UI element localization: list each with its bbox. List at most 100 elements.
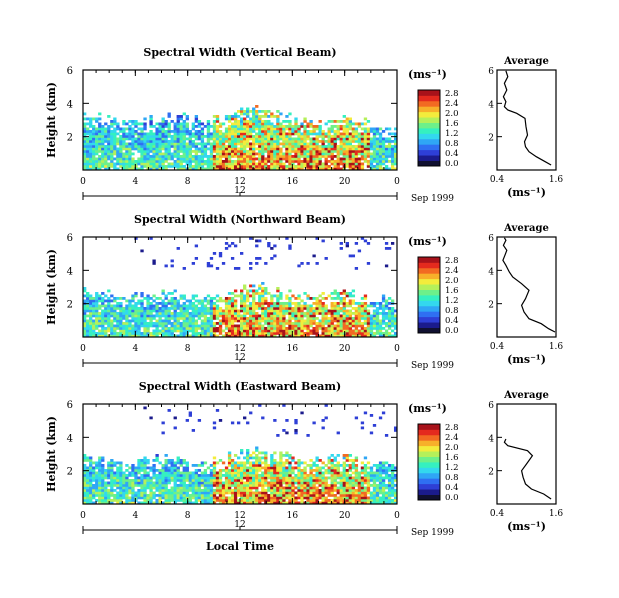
heatmap-cell [152, 501, 156, 505]
heatmap-cell [86, 122, 90, 126]
heatmap-cell [212, 474, 217, 477]
heatmap-cell [324, 496, 328, 500]
heatmap-cell [110, 145, 114, 148]
heatmap-cell [236, 135, 241, 138]
heatmap-cell [252, 137, 256, 141]
heatmap-cell [191, 479, 196, 482]
heatmap-cell [276, 130, 280, 133]
heatmap-cell [95, 317, 99, 320]
heatmap-cell [312, 491, 316, 495]
heatmap-cell [209, 317, 214, 320]
heatmap-cell [285, 120, 289, 123]
heatmap-cell [104, 494, 108, 497]
heatmap-cell [273, 155, 277, 158]
heatmap-cell [113, 152, 117, 156]
heatmap-cell [179, 135, 183, 138]
heatmap-cell [249, 322, 253, 325]
heatmap-cell [249, 262, 253, 265]
heatmap-cell [360, 314, 365, 318]
heatmap-cell [273, 419, 277, 422]
heatmap-cell [339, 157, 343, 161]
heatmap-cell [288, 489, 292, 492]
heatmap-cell [176, 469, 180, 472]
heatmap-cell [218, 471, 223, 475]
heatmap-cell [146, 132, 150, 136]
heatmap-cell [89, 479, 93, 482]
heatmap-cell [252, 142, 256, 146]
heatmap-cell [194, 327, 199, 330]
heatmap-cell [312, 132, 316, 136]
heatmap-cell [152, 496, 156, 500]
heatmap-cell [255, 140, 259, 143]
heatmap-cell [161, 162, 165, 166]
heatmap-cell [324, 322, 328, 325]
heatmap-cell [101, 297, 105, 300]
heatmap-cell [89, 456, 93, 460]
heatmap-cell [89, 142, 93, 146]
heatmap-cell [363, 307, 368, 310]
heatmap-cell [390, 152, 395, 156]
heatmap-cell [351, 302, 356, 305]
heatmap-cell [125, 327, 129, 330]
heatmap-cell [315, 155, 319, 158]
heatmap-cell [381, 157, 386, 161]
heatmap-cell [140, 314, 144, 318]
heatmap-cell [255, 456, 259, 460]
heatmap-cell [170, 142, 174, 146]
heatmap-cell [140, 142, 144, 146]
heatmap-cell [110, 132, 114, 136]
heatmap-cell [372, 167, 377, 171]
heatmap-cell [188, 327, 192, 330]
heatmap-cell [309, 466, 313, 470]
heatmap-cell [249, 147, 253, 151]
heatmap-cell [98, 474, 102, 477]
heatmap-cell [167, 162, 171, 166]
heatmap-cell [357, 167, 362, 171]
heatmap-cell [321, 162, 325, 166]
heatmap-cell [224, 307, 229, 310]
heatmap-cell [191, 489, 196, 492]
heatmap-cell [288, 299, 292, 303]
heatmap-cell [155, 476, 159, 480]
heatmap-cell [83, 307, 87, 310]
heatmap-cell [224, 242, 229, 245]
heatmap-cell [387, 334, 392, 338]
heatmap-cell [270, 314, 274, 318]
heatmap-cell [348, 145, 353, 148]
heatmap-cell [83, 167, 87, 171]
heatmap-cell [83, 145, 87, 148]
heatmap-cell [191, 122, 196, 126]
heatmap-cell [318, 147, 322, 151]
heatmap-cell [354, 165, 359, 168]
heatmap-cell [158, 332, 162, 335]
heatmap-cell [86, 324, 90, 328]
heatmap-cell [185, 160, 189, 163]
heatmap-cell [348, 157, 353, 161]
heatmap-cell [101, 130, 105, 133]
heatmap-cell [288, 466, 292, 470]
heatmap-cell [83, 125, 87, 128]
heatmap-cell [122, 140, 126, 143]
y-tick-label: 6 [67, 66, 73, 77]
heatmap-cell [107, 162, 111, 166]
heatmap-cell [246, 297, 250, 300]
heatmap-cell [381, 312, 386, 315]
heatmap-cell [143, 137, 147, 141]
heatmap-cell [212, 145, 217, 148]
heatmap-cell [240, 334, 244, 338]
heatmap-cell [134, 327, 138, 330]
heatmap-cell [176, 247, 180, 250]
heatmap-cell [173, 155, 177, 158]
heatmap-cell [224, 165, 229, 168]
heatmap-cell [381, 294, 386, 298]
heatmap-cell [107, 317, 111, 320]
heatmap-cell [357, 150, 362, 153]
heatmap-cell [152, 476, 156, 480]
heatmap-cell [107, 489, 111, 492]
heatmap-cell [321, 426, 325, 430]
heatmap-cell [155, 486, 159, 490]
heatmap-cell [336, 327, 340, 330]
heatmap-cell [95, 304, 99, 308]
heatmap-cell [342, 160, 346, 163]
heatmap-cell [203, 307, 208, 310]
